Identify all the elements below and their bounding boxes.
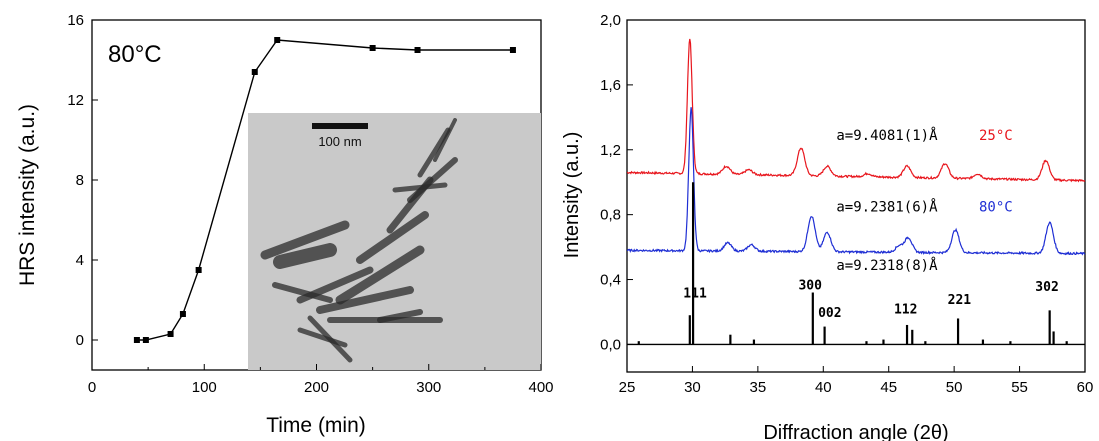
temperature-label: 80°C — [979, 199, 1013, 215]
x-axis-ticks: 0 100 200 300 400 — [88, 364, 554, 396]
y-tick-label: 12 — [67, 92, 84, 109]
x-tick-label: 100 — [192, 379, 217, 396]
series-annotations: a=9.4081(1)Å 25°C a=9.2381(6)Å 80°C a=9.2318… — [836, 127, 1012, 274]
data-point — [179, 311, 186, 317]
data-point — [274, 37, 281, 43]
nanorod — [433, 118, 457, 162]
data-point — [509, 47, 516, 53]
nanorod — [272, 282, 333, 303]
x-axis-label: Diffraction angle (2θ) — [763, 422, 948, 441]
x-tick-label: 50 — [946, 379, 963, 396]
nanorod — [260, 220, 350, 260]
nanorod — [356, 211, 429, 264]
y-axis-ticks: 0 4 8 12 16 — [67, 12, 98, 349]
nanorod — [335, 245, 425, 305]
y-tick-label: 0 — [76, 332, 84, 349]
x-tick-label: 300 — [416, 379, 441, 396]
nanorod — [417, 127, 451, 178]
peak-labels: 111 300 002 112 221 302 — [683, 278, 1058, 321]
nanorod — [297, 327, 348, 348]
tem-inset-image: 100 nm — [248, 113, 541, 370]
x-tick-label: 25 — [619, 379, 636, 396]
peak-label: 302 — [1035, 280, 1058, 295]
peak-label: 111 — [683, 286, 707, 301]
x-tick-label: 35 — [750, 379, 767, 396]
nanorod — [377, 309, 423, 323]
x-axis-ticks: 25 30 35 40 45 50 55 60 — [619, 366, 1094, 396]
xrd-pattern — [626, 107, 1086, 256]
y-tick-label: 1,6 — [600, 77, 621, 94]
x-axis-label: Time (min) — [266, 414, 366, 437]
nanorod — [316, 286, 414, 314]
temperature-label: 25°C — [979, 128, 1013, 144]
x-tick-label: 55 — [1011, 379, 1028, 396]
xrd-chart: 111 300 002 112 221 302 a=9.4081(1)Å 25°C a=9.2… — [561, 12, 1093, 441]
peak-label: 002 — [818, 306, 841, 321]
x-tick-label: 400 — [528, 379, 553, 396]
scale-bar-label: 100 nm — [318, 134, 361, 149]
peak-label: 112 — [894, 303, 917, 318]
data-point — [251, 69, 258, 75]
y-axis-label: HRS intensity (a.u.) — [16, 104, 39, 286]
y-tick-label: 0,0 — [600, 336, 621, 353]
y-tick-label: 1,2 — [600, 142, 621, 159]
pattern-line — [626, 107, 1086, 256]
xrd-pattern — [627, 182, 1085, 346]
hrs-line — [136, 39, 513, 341]
y-axis-ticks: 0,0 0,4 0,8 1,2 1,6 2,0 — [600, 12, 633, 353]
x-tick-label: 0 — [88, 379, 96, 396]
nanorod — [407, 157, 458, 203]
x-tick-label: 40 — [815, 379, 832, 396]
data-point — [195, 267, 202, 273]
hrs-kinetics-chart: 100 nm 0 100 200 300 400 0 4 8 12 16 80°C Time (… — [16, 12, 554, 437]
x-tick-label: 30 — [684, 379, 701, 396]
nanorod-bundle — [260, 118, 458, 363]
y-axis-label: Intensity (a.u.) — [561, 132, 583, 259]
x-tick-label: 45 — [880, 379, 897, 396]
nanorod — [392, 182, 448, 193]
peak-label: 221 — [948, 293, 972, 308]
y-tick-label: 16 — [67, 12, 84, 29]
data-point — [167, 331, 174, 337]
x-tick-label: 200 — [304, 379, 329, 396]
data-point — [142, 337, 149, 343]
xrd-series — [626, 38, 1086, 346]
y-tick-label: 2,0 — [600, 12, 621, 29]
lattice-parameter: a=9.4081(1)Å — [836, 127, 938, 144]
hrs-series — [133, 37, 516, 343]
nanorod — [307, 315, 353, 363]
peak-label: 300 — [798, 278, 822, 293]
y-tick-label: 4 — [76, 252, 84, 269]
data-point — [414, 47, 421, 53]
nanorod — [273, 243, 337, 269]
pattern-line — [626, 38, 1086, 183]
lattice-parameter: a=9.2381(6)Å — [836, 198, 938, 215]
plot-area-right — [626, 19, 1086, 373]
y-tick-label: 8 — [76, 172, 84, 189]
y-tick-label: 0,4 — [600, 272, 621, 289]
scale-bar — [312, 123, 368, 129]
xrd-pattern — [626, 38, 1086, 183]
y-tick-label: 0,8 — [600, 207, 621, 224]
data-point — [369, 45, 376, 51]
temperature-annotation: 80°C — [108, 41, 162, 68]
x-tick-label: 60 — [1077, 379, 1094, 396]
lattice-parameter: a=9.2318(8)Å — [836, 257, 938, 274]
data-point — [133, 337, 140, 343]
